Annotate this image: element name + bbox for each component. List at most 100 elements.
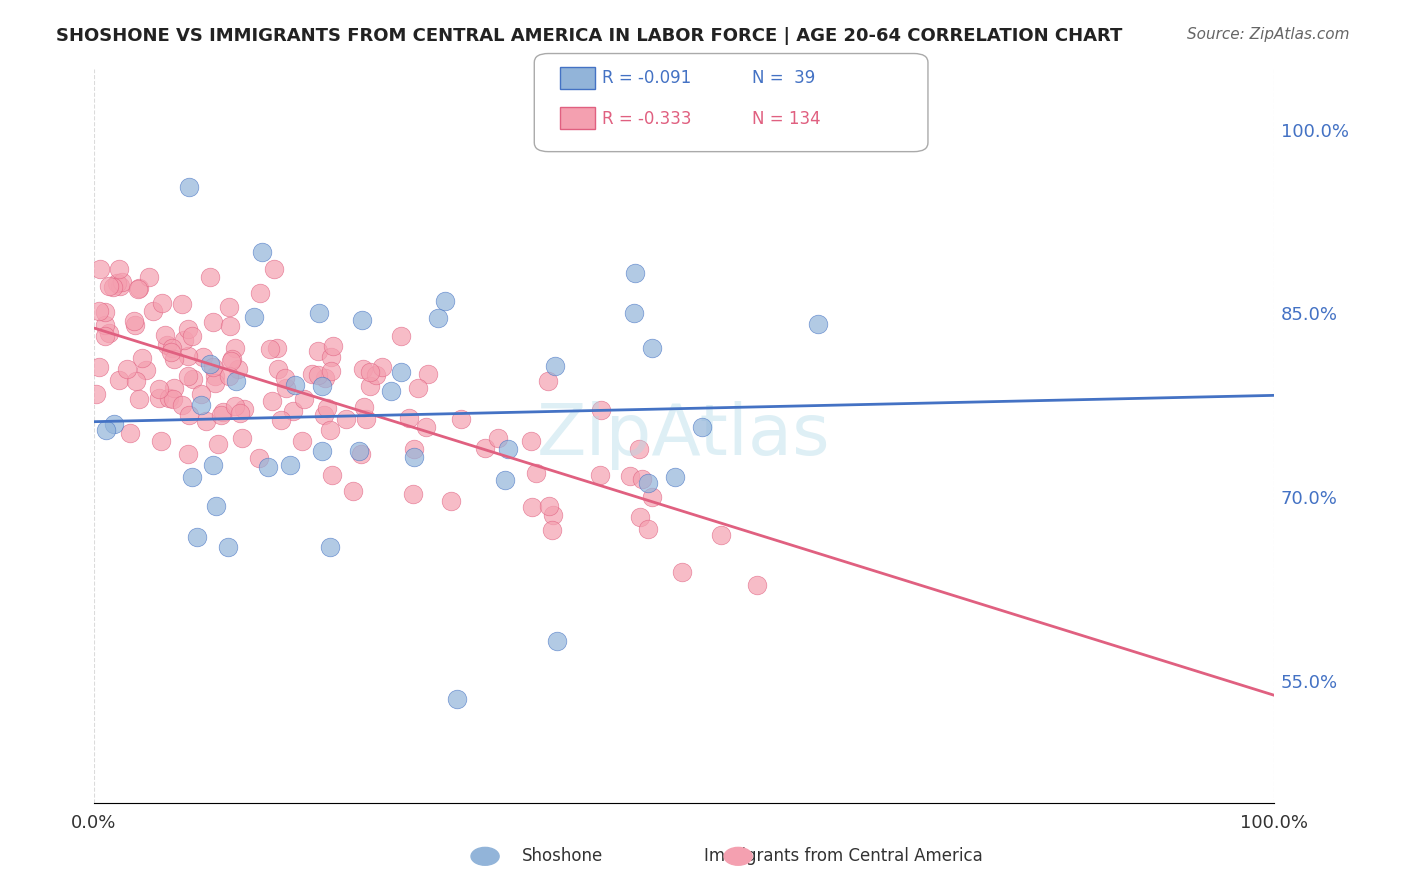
Point (209, 409, 232, 423)
Point (745, 578, 768, 592)
Point (266, 341, 288, 355)
Point (177, 322, 200, 336)
Point (389, 366, 412, 380)
Point (589, 403, 612, 417)
Point (149, 434, 172, 449)
Point (177, 408, 200, 422)
Point (630, 472, 652, 486)
Point (322, 339, 344, 353)
Point (263, 261, 285, 276)
Point (131, 351, 153, 366)
Point (440, 493, 463, 508)
Point (195, 414, 218, 428)
Point (243, 310, 266, 325)
Point (191, 350, 214, 364)
Point (98, 279, 121, 293)
Point (619, 469, 641, 483)
Point (359, 379, 381, 393)
Point (350, 313, 373, 327)
Point (190, 398, 212, 412)
Point (249, 285, 271, 300)
Point (200, 358, 222, 372)
Point (217, 540, 239, 554)
Point (671, 565, 693, 579)
Point (312, 408, 335, 422)
Point (262, 394, 284, 409)
Point (204, 368, 226, 383)
Point (307, 368, 329, 382)
Point (450, 411, 472, 425)
Point (94, 329, 117, 343)
Point (546, 634, 568, 648)
Point (219, 319, 242, 334)
Point (690, 420, 713, 434)
Point (486, 431, 509, 445)
Point (204, 376, 226, 391)
Point (637, 522, 659, 536)
Point (335, 412, 357, 426)
Point (225, 374, 247, 388)
Point (415, 420, 437, 434)
Point (496, 442, 519, 457)
Point (177, 180, 200, 194)
Point (201, 458, 224, 472)
Point (314, 371, 336, 385)
Point (108, 373, 131, 387)
Point (221, 353, 243, 368)
Point (124, 314, 146, 328)
Point (155, 328, 177, 343)
Point (110, 279, 132, 293)
Point (138, 269, 160, 284)
Point (292, 392, 315, 406)
Point (540, 523, 562, 537)
Point (526, 466, 548, 480)
Point (98, 326, 121, 341)
Point (427, 310, 450, 325)
Point (148, 391, 170, 405)
Point (623, 306, 645, 320)
Point (89, 359, 111, 374)
Point (301, 367, 323, 381)
Point (389, 328, 412, 343)
Point (128, 392, 150, 406)
Point (163, 381, 186, 395)
Point (142, 304, 165, 318)
Point (280, 458, 302, 473)
Point (349, 447, 371, 461)
Point (446, 692, 468, 706)
Point (710, 528, 733, 542)
Point (537, 499, 560, 513)
Point (307, 344, 329, 359)
Point (181, 372, 204, 386)
Point (224, 342, 246, 356)
Point (107, 261, 129, 276)
Point (250, 245, 273, 260)
Point (627, 442, 650, 456)
Point (173, 334, 195, 348)
Point (218, 300, 240, 314)
Point (177, 369, 200, 384)
Point (520, 434, 543, 449)
Point (541, 508, 564, 523)
Point (319, 364, 342, 378)
Point (257, 460, 280, 475)
Point (157, 392, 180, 406)
Point (231, 431, 253, 445)
Point (221, 351, 243, 366)
Point (589, 467, 612, 482)
Point (207, 437, 229, 451)
Point (94, 305, 117, 319)
Point (274, 381, 297, 395)
Point (402, 442, 425, 457)
Text: Immigrants from Central America: Immigrants from Central America (704, 847, 983, 865)
Point (115, 361, 138, 376)
Point (247, 450, 270, 465)
Point (641, 341, 664, 355)
Point (311, 379, 333, 393)
Point (224, 399, 246, 413)
Point (186, 530, 208, 544)
Point (308, 306, 330, 320)
Point (319, 540, 342, 554)
Text: Source: ZipAtlas.com: Source: ZipAtlas.com (1187, 27, 1350, 42)
Point (218, 369, 240, 384)
